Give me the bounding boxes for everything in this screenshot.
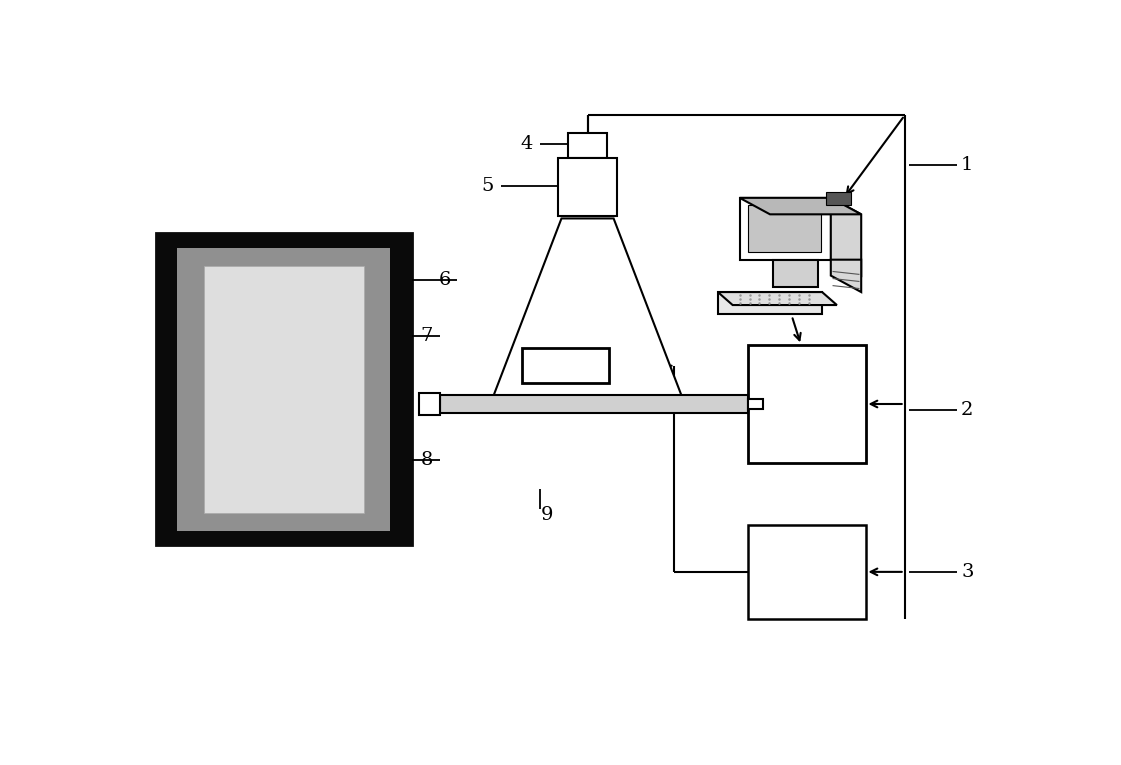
Bar [419, 392, 439, 415]
Polygon shape [749, 205, 822, 252]
Bar [439, 396, 749, 413]
Bar [558, 158, 617, 216]
Bar [772, 259, 818, 288]
Bar [826, 192, 851, 205]
Polygon shape [717, 292, 822, 314]
Bar [749, 345, 865, 463]
Text: 1: 1 [961, 156, 973, 174]
Polygon shape [740, 198, 831, 259]
Bar [749, 525, 865, 619]
Text: 2: 2 [961, 401, 973, 419]
Text: 8: 8 [420, 451, 433, 469]
Bar [522, 348, 610, 383]
Text: 4: 4 [520, 135, 532, 153]
Text: 5: 5 [481, 177, 493, 195]
Text: 9: 9 [540, 506, 553, 524]
Bar [568, 133, 606, 158]
Bar [177, 248, 390, 531]
Bar [156, 233, 413, 545]
Polygon shape [831, 198, 861, 275]
Text: 7: 7 [420, 327, 433, 345]
Text: 3: 3 [961, 563, 974, 581]
Polygon shape [493, 219, 682, 396]
Polygon shape [717, 292, 837, 305]
Bar [204, 265, 364, 513]
Text: 6: 6 [438, 272, 451, 289]
Polygon shape [740, 198, 861, 214]
Bar [749, 399, 763, 409]
Polygon shape [831, 259, 861, 292]
